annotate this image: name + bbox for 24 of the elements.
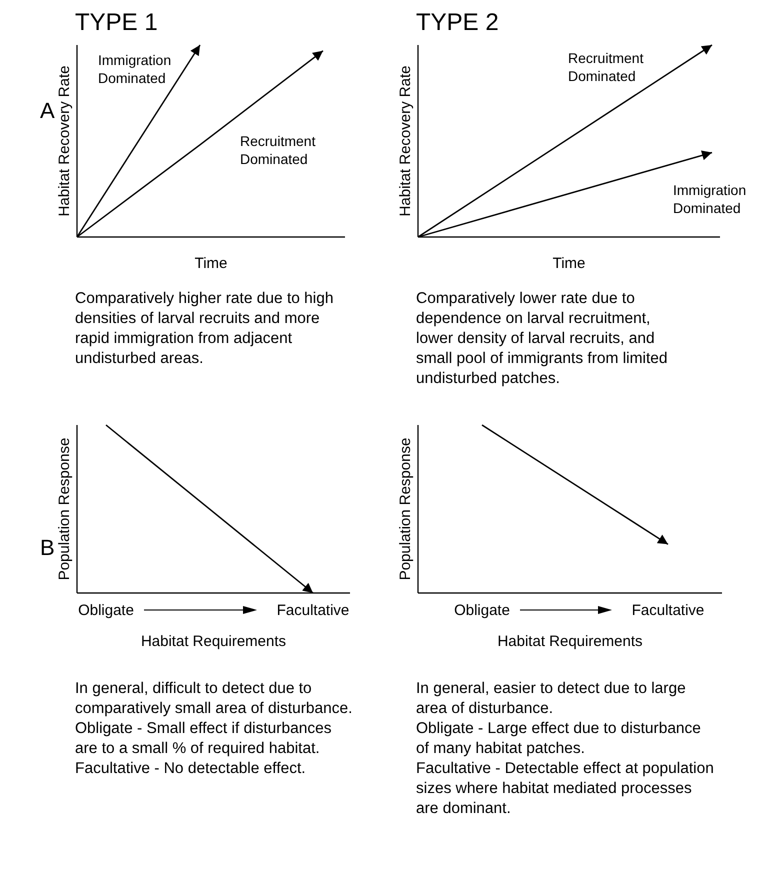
y-axis-title: Population Response [56, 438, 73, 580]
series-label: Recruitment Dominated [240, 133, 316, 167]
text: In general, difficult to detect due to comparatively small area of disturbance. Obligate - Small effect if disturbances are to a small % of required habitat. Facultative - No detectable effect. [75, 680, 352, 777]
text: In general, easier to detect due to large area of disturbance. Obligate - Large effect due to disturbance of many habitat patches. Facultative - Detectable effect at population sizes where habitat mediated processes are dominant. [416, 680, 714, 817]
y-axis-title: Population Response [397, 438, 414, 580]
text: B [40, 535, 55, 560]
x-axis-title: Habitat Requirements [497, 633, 643, 650]
x-axis-title: Habitat Requirements [140, 633, 286, 650]
chart-title: TYPE 1 [75, 9, 158, 36]
text: A [40, 98, 55, 123]
x-axis-title: Time [194, 255, 228, 272]
series-label: Immigration Dominated [98, 52, 172, 86]
series-label: Immigration Dominated [673, 182, 746, 216]
x-axis-title: Time [552, 255, 586, 272]
text: Comparatively lower rate due to dependence on larval recruitment, lower density of larval recruits, and small pool of immigrants from limited undisturbed patches. [416, 290, 668, 387]
x-tick-label: Obligate [78, 602, 134, 619]
y-axis-title: Habitat Recovery Rate [56, 66, 73, 216]
chart-title: TYPE 2 [416, 9, 499, 36]
y-axis-title: Habitat Recovery Rate [397, 66, 414, 216]
series-label: Recruitment Dominated [568, 50, 644, 84]
x-tick-label: Obligate [454, 602, 510, 619]
x-tick-label: Facultative [276, 602, 350, 619]
text: Comparatively higher rate due to high densities of larval recruits and more rapid immigration from adjacent undisturbed areas. [75, 290, 334, 367]
x-tick-label: Facultative [632, 602, 704, 619]
